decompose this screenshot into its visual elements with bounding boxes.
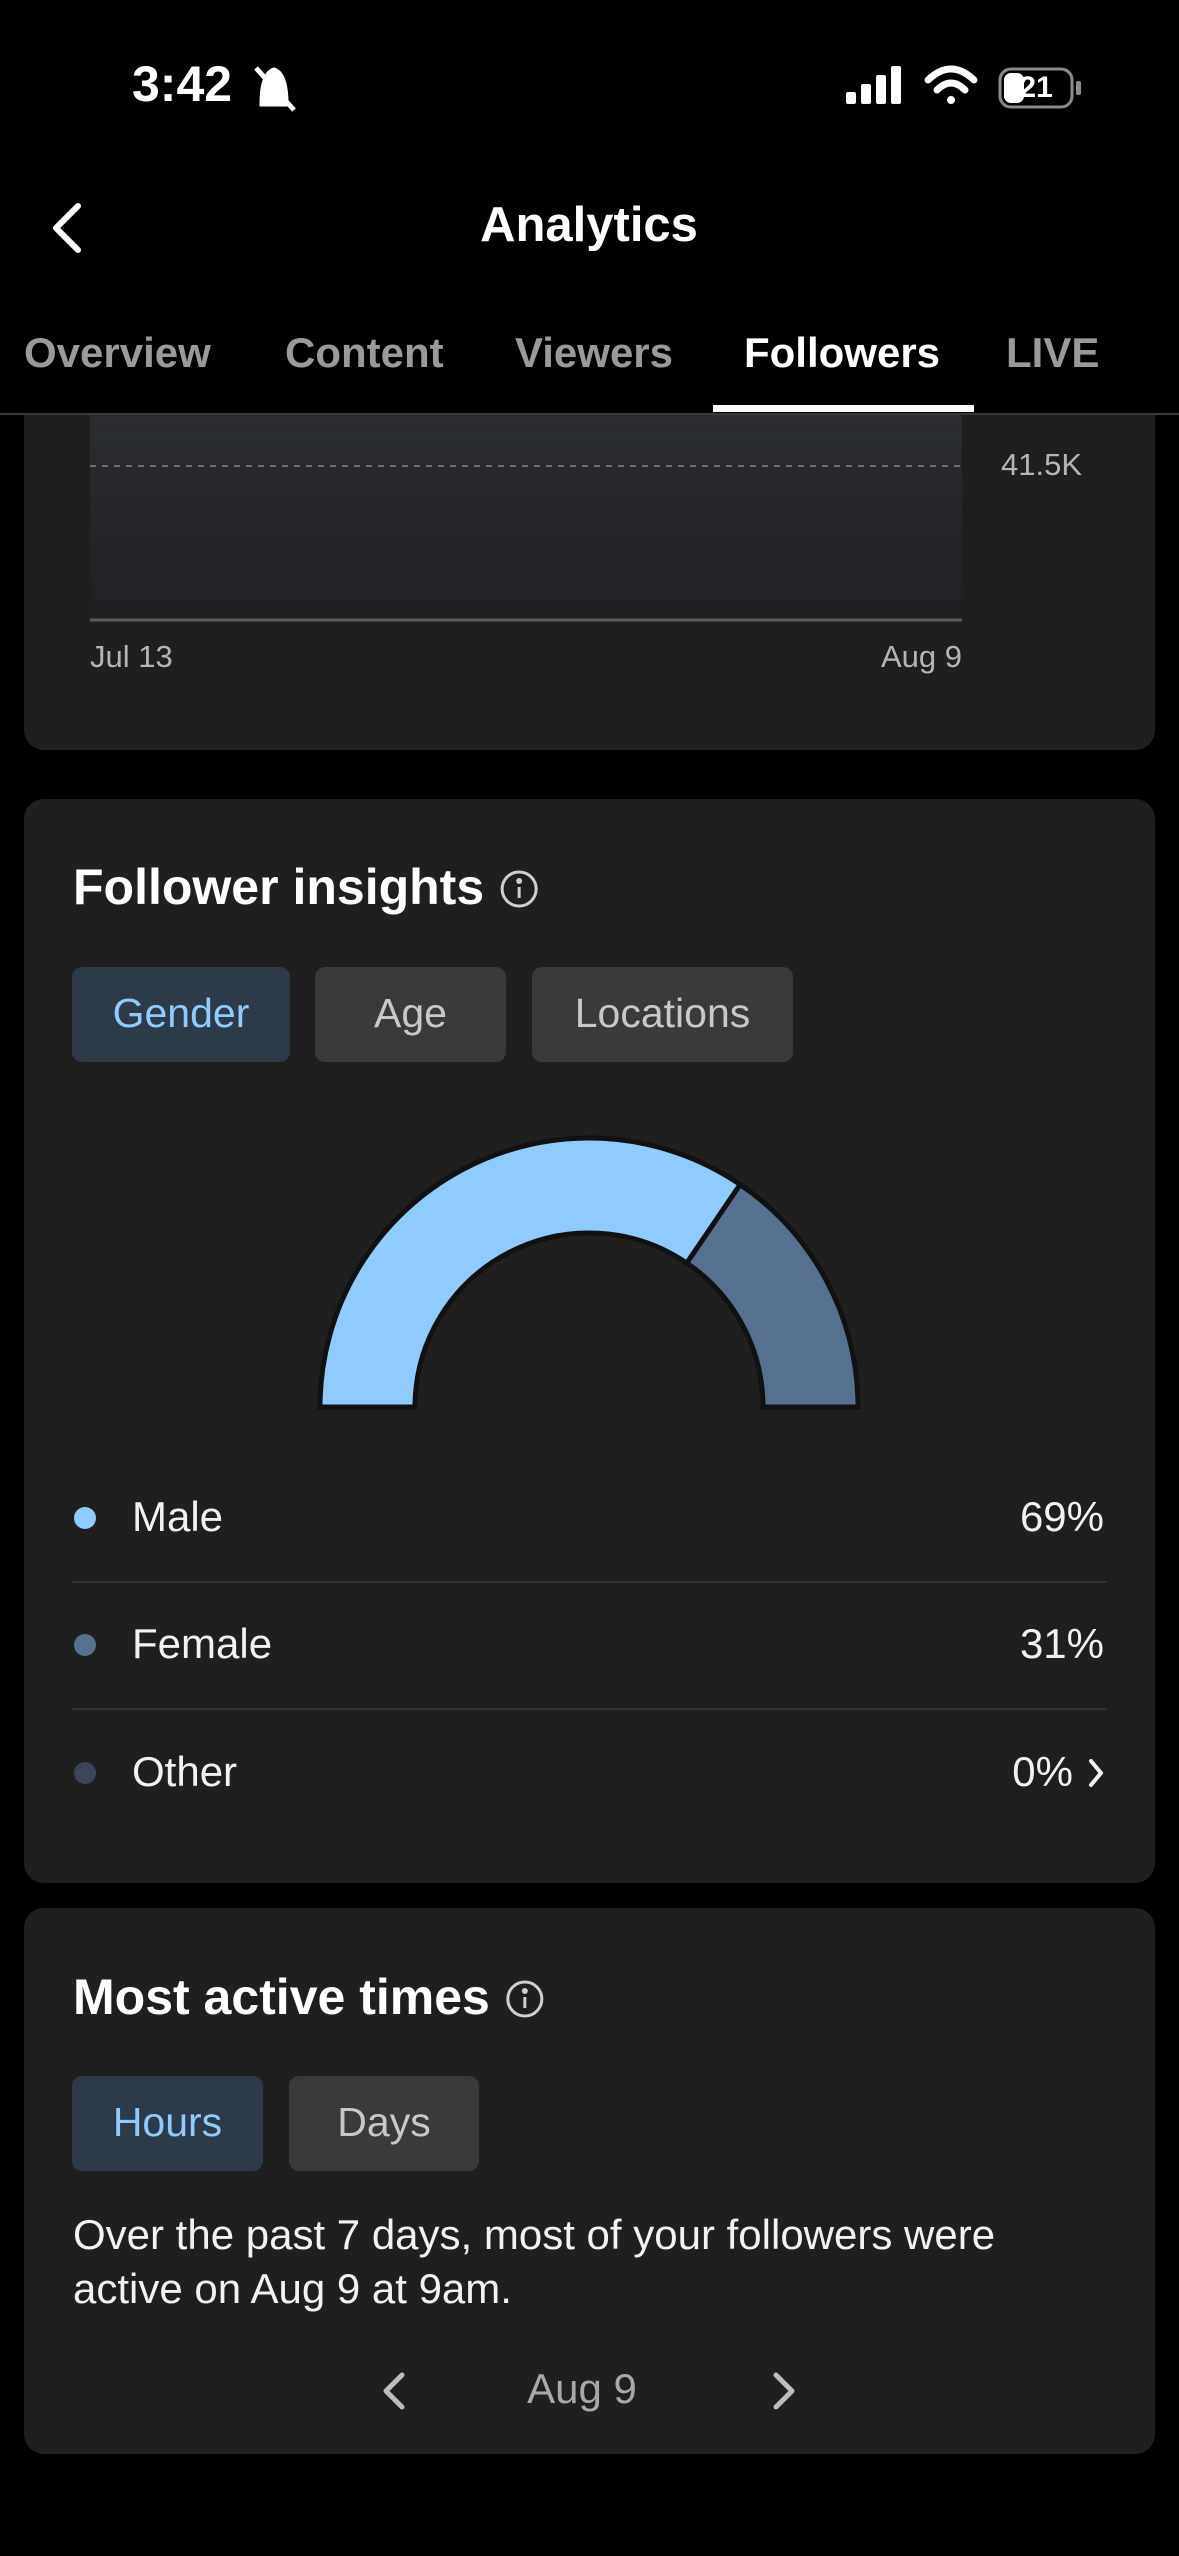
battery-icon: 21 bbox=[998, 67, 1081, 109]
tab-indicator bbox=[713, 405, 974, 412]
filter-pill[interactable] bbox=[289, 2076, 479, 2171]
filter-pill[interactable] bbox=[72, 967, 290, 1062]
legend-dot bbox=[74, 1762, 96, 1784]
x-axis-label: Aug 9 bbox=[881, 639, 962, 674]
tabs: Overview Content Viewers Followers LIVE bbox=[24, 329, 1099, 376]
tab[interactable]: Viewers bbox=[515, 329, 673, 376]
donut-segment bbox=[683, 1181, 861, 1410]
tab[interactable]: Followers bbox=[744, 329, 940, 376]
filter-label[interactable]: Gender bbox=[113, 990, 250, 1036]
prev-date-button[interactable] bbox=[383, 2372, 405, 2410]
filter-pill[interactable] bbox=[72, 2076, 263, 2171]
filter-pill[interactable] bbox=[532, 967, 793, 1062]
status-time: 3:42 bbox=[132, 56, 232, 112]
filter-label[interactable]: Age bbox=[374, 990, 447, 1036]
date-label: Aug 9 bbox=[527, 2365, 637, 2412]
filter-label[interactable]: Days bbox=[337, 2099, 430, 2145]
legend-label: Male bbox=[132, 1493, 223, 1540]
wifi-icon bbox=[924, 65, 978, 104]
legend-dot bbox=[74, 1634, 96, 1656]
tab[interactable]: LIVE bbox=[1006, 329, 1099, 376]
info-icon[interactable] bbox=[506, 1980, 544, 2018]
tab-bar bbox=[0, 300, 1179, 414]
row-chevron[interactable] bbox=[1089, 1759, 1103, 1787]
filter-label[interactable]: Locations bbox=[575, 990, 751, 1036]
donut-segment bbox=[317, 1135, 744, 1410]
filter-pill[interactable] bbox=[315, 967, 506, 1062]
description: Over the past 7 days, most of your follo… bbox=[73, 2211, 996, 2312]
legend-value[interactable]: 0% bbox=[1012, 1748, 1073, 1795]
chart-area bbox=[90, 414, 962, 620]
follower-insights-card bbox=[24, 799, 1155, 1883]
tab[interactable]: Overview bbox=[24, 329, 211, 376]
filter-label[interactable]: Hours bbox=[113, 2099, 222, 2145]
mute-icon bbox=[254, 66, 296, 112]
legend-label: Female bbox=[132, 1620, 272, 1667]
header-title: Analytics bbox=[480, 198, 698, 252]
x-axis-label: Jul 13 bbox=[90, 639, 173, 674]
donut-chart bbox=[317, 1135, 861, 1410]
tab-fade bbox=[1100, 296, 1179, 414]
legend-value: 69% bbox=[1020, 1493, 1104, 1540]
legend-value: 31% bbox=[1020, 1620, 1104, 1667]
next-date-button[interactable] bbox=[773, 2372, 795, 2410]
filter-group: Gender Age Locations bbox=[72, 967, 793, 1062]
tab[interactable]: Content bbox=[285, 329, 444, 376]
legend-label: Other bbox=[132, 1748, 237, 1795]
legend-dot bbox=[74, 1507, 96, 1529]
section-title: Follower insights bbox=[73, 859, 484, 915]
y-axis-label: 41.5K bbox=[1001, 447, 1082, 482]
legend: Male 69% Female 31% Other 0% bbox=[72, 1493, 1107, 1795]
battery-level: 21 bbox=[1019, 71, 1052, 104]
signal-icon bbox=[846, 66, 901, 104]
back-button[interactable] bbox=[53, 203, 81, 253]
section-title: Most active times bbox=[73, 1969, 490, 2025]
most-active-card bbox=[24, 1908, 1155, 2454]
info-icon[interactable] bbox=[500, 870, 538, 908]
filter-group: Hours Days bbox=[72, 2076, 479, 2171]
